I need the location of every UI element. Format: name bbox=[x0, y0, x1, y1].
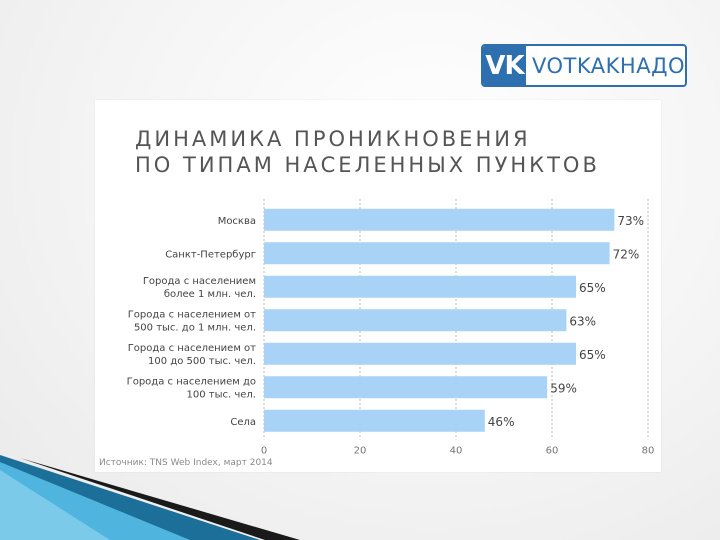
value-label: 63% bbox=[569, 314, 596, 328]
category-label: Москва bbox=[218, 216, 256, 227]
brand-logo: VK VOTKAKHAДO bbox=[481, 44, 687, 87]
category-label: Города с населением от bbox=[128, 309, 256, 320]
chart-source: Источник: TNS Web Index, март 2014 bbox=[99, 458, 273, 468]
x-tick-label: 40 bbox=[450, 446, 463, 457]
bar bbox=[264, 376, 548, 399]
x-tick-label: 80 bbox=[642, 446, 655, 457]
value-label: 72% bbox=[613, 247, 640, 261]
category-label: Города с населением bbox=[143, 276, 256, 287]
value-label: 65% bbox=[579, 281, 606, 295]
chart-title-line-1: ДИНАМИКА ПРОНИКНОВЕНИЯ bbox=[135, 127, 531, 151]
value-label: 65% bbox=[579, 348, 606, 362]
bar-chart: 0 20 40 60 80 73% Москва 72% Санкт-Петербург 65% Г… bbox=[127, 199, 655, 457]
chart-title-line-2: ПО ТИПАМ НАСЕЛЕННЫХ ПУНКТОВ bbox=[135, 153, 600, 177]
x-tick-label: 60 bbox=[546, 446, 559, 457]
category-label: 100 до 500 тыс. чел. bbox=[148, 356, 256, 367]
x-tick-label: 20 bbox=[354, 446, 367, 457]
category-label: Села bbox=[230, 417, 256, 428]
bar bbox=[264, 208, 615, 231]
category-label: Города с населением от bbox=[128, 343, 256, 354]
bar bbox=[264, 275, 576, 298]
category-label: более 1 млн. чел. bbox=[164, 289, 256, 300]
value-label: 46% bbox=[488, 415, 515, 429]
bar bbox=[264, 409, 485, 432]
bar bbox=[264, 242, 610, 265]
value-label: 59% bbox=[550, 381, 577, 395]
x-tick-label: 0 bbox=[261, 446, 267, 457]
bar bbox=[264, 342, 576, 365]
chart-slide: ДИНАМИКА ПРОНИКНОВЕНИЯ ПО ТИПАМ НАСЕЛЕНН… bbox=[95, 100, 661, 472]
logo-mark: VK bbox=[483, 46, 527, 85]
value-label: 73% bbox=[617, 214, 644, 228]
category-label: Города с населением до bbox=[127, 376, 256, 387]
chart-title: ДИНАМИКА ПРОНИКНОВЕНИЯ ПО ТИПАМ НАСЕЛЕНН… bbox=[135, 126, 655, 178]
bar bbox=[264, 309, 567, 332]
logo-name: VOTKAKHAДO bbox=[532, 53, 685, 78]
category-label: Санкт-Петербург bbox=[165, 249, 256, 260]
category-label: 100 тыс. чел. bbox=[187, 389, 256, 400]
category-label: 500 тыс. до 1 млн. чел. bbox=[134, 322, 256, 333]
